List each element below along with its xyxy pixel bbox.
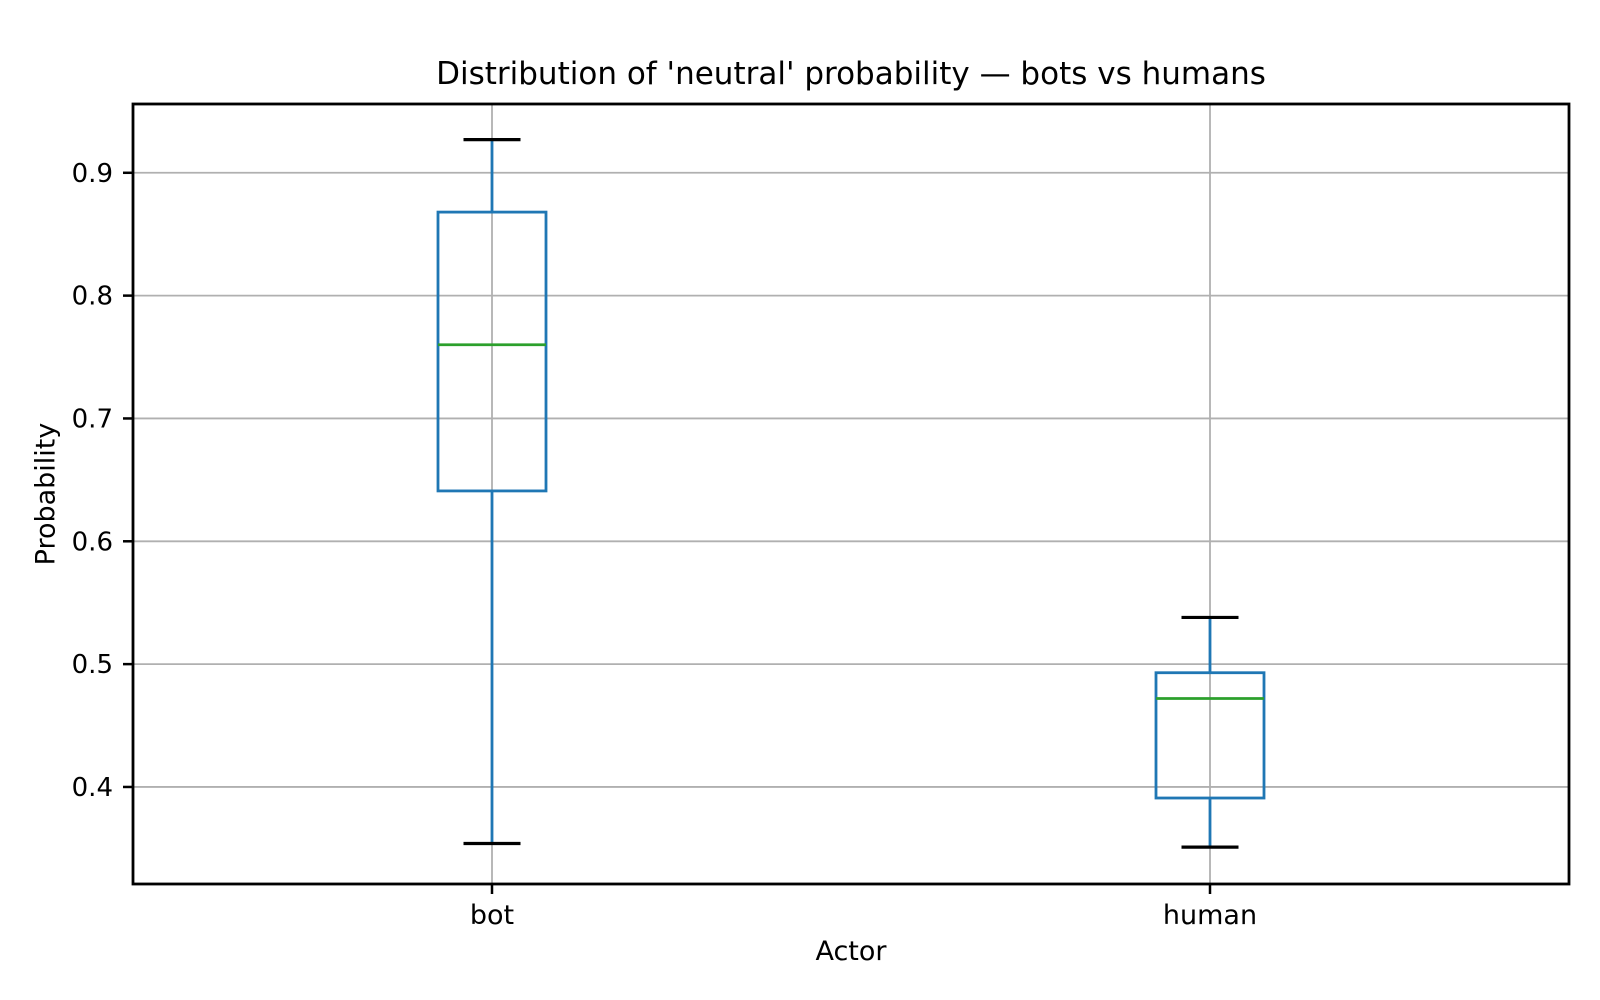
y-tick-label-0.7: 0.7 <box>72 404 113 434</box>
x-axis-label: Actor <box>815 936 887 967</box>
box-bot <box>436 210 548 493</box>
axes-spines <box>131 102 1571 886</box>
y-tick-label-0.8: 0.8 <box>72 282 113 312</box>
y-tick-label-0.6: 0.6 <box>72 527 113 557</box>
y-tick-label-0.4: 0.4 <box>72 773 113 803</box>
y-axis-label: Probability <box>30 422 62 566</box>
x-tick-label-bot: bot <box>470 900 514 931</box>
y-tick-label-0.9: 0.9 <box>72 159 113 189</box>
box-human <box>1154 671 1266 800</box>
y-tick-label-0.5: 0.5 <box>72 650 113 680</box>
chart-title: Distribution of 'neutral' probability — … <box>436 56 1266 92</box>
x-tick-label-human: human <box>1163 900 1257 931</box>
